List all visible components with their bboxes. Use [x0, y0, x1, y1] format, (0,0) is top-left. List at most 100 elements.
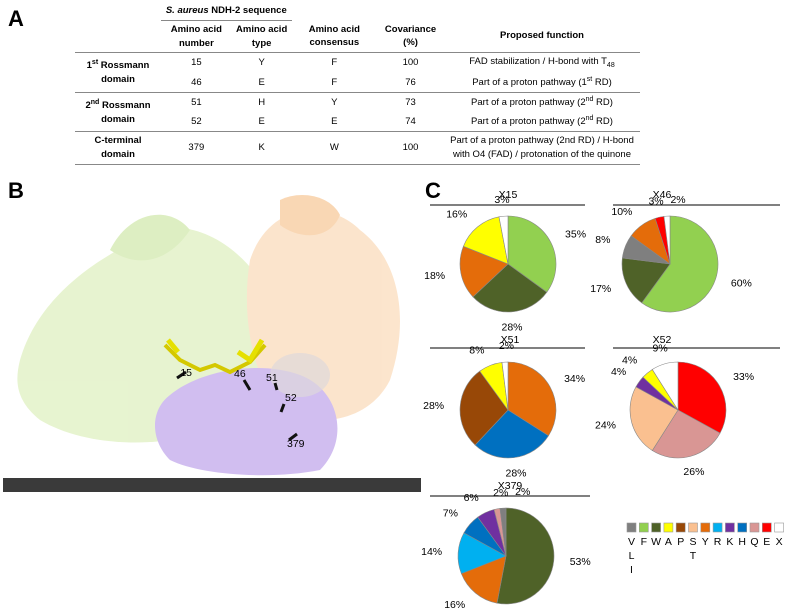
table-cell: 100 [402, 57, 419, 69]
group-label: 1st Rossmann domain [75, 53, 161, 93]
super-header-row: S. aureus NDH-2 sequence [75, 2, 640, 21]
legend-swatch [626, 522, 637, 533]
pie-title: X379 [498, 480, 523, 492]
table-cell: H [258, 96, 266, 108]
structure-label: 52 [285, 392, 297, 404]
pie-label: 6% [464, 492, 479, 504]
residue-marker [288, 432, 298, 442]
table-cell: E [331, 115, 338, 127]
legend-label: L [629, 550, 635, 562]
structure-label: 51 [266, 372, 278, 384]
text-part: RD) [593, 97, 613, 109]
column-header: Amino acid type [231, 20, 292, 54]
pie-label: 2% [493, 487, 508, 499]
function-cell: Part of a proton pathway (2nd RD) [444, 112, 640, 131]
pie-label: 53% [570, 556, 591, 568]
protein-structure [17, 195, 400, 476]
pie-label: 2% [499, 340, 514, 352]
pie-slice [507, 215, 557, 293]
residue-marker [176, 370, 187, 380]
table-cell: E [258, 115, 265, 127]
legend-label: F [641, 536, 647, 548]
pie-slice [651, 361, 679, 412]
column-header: Covariance (%) [377, 20, 444, 54]
pie-slice [501, 361, 509, 411]
residue-marker [242, 379, 252, 391]
pie-slice [459, 245, 509, 298]
table-cell: 73 [405, 96, 416, 108]
text-part: Rossmann domain [99, 99, 151, 125]
panel-label: B [8, 178, 24, 203]
legend-label: W [651, 536, 661, 548]
pie-label: 34% [564, 373, 585, 385]
pocket [270, 353, 330, 397]
legend-swatch [663, 522, 674, 533]
pie-label: 4% [622, 354, 637, 366]
table-cell: 46 [191, 76, 202, 88]
panel-label: C [425, 178, 441, 203]
column-header: Amino acid number [161, 20, 232, 54]
pie-slice [462, 216, 509, 265]
pie-label: 16% [444, 599, 465, 610]
legend-swatch [749, 522, 760, 533]
structure-label: 379 [287, 438, 305, 450]
legend-label: S [689, 536, 696, 548]
pie-slice [460, 555, 507, 604]
legend-label: X [776, 536, 783, 548]
table-cell: 74 [405, 115, 416, 127]
text-part: NDH-2 sequence [208, 5, 287, 16]
structure-label: 15 [180, 367, 192, 379]
pie-title: X15 [499, 189, 518, 201]
function-cell: Part of a proton pathway (1st RD) [444, 73, 640, 92]
text-part: Rossmann domain [98, 60, 150, 86]
panel-label: A [8, 6, 24, 31]
super-header: S. aureus NDH-2 sequence [161, 2, 292, 21]
pie-label: 3% [648, 195, 663, 207]
pie-label: 9% [653, 342, 668, 354]
table-cell: 15 [191, 57, 202, 69]
pie-title: X46 [653, 189, 672, 201]
text-part: 2 [85, 99, 91, 111]
legend-label: A [665, 536, 672, 548]
table-cell: Y [331, 96, 338, 108]
legend-label: K [726, 536, 733, 548]
pie-title: X52 [653, 334, 672, 346]
pie-label: 2% [670, 194, 685, 206]
pie-label: 60% [731, 278, 752, 290]
pie-slice [629, 386, 679, 451]
pie-label: 4% [611, 366, 626, 378]
pie-slice [474, 409, 549, 459]
table-cell: F [331, 76, 338, 88]
pie-label: 28% [502, 322, 523, 334]
table-cell: 51 [191, 96, 202, 108]
table-row: 52 E E 74 Part of a proton pathway (2nd RD) [75, 112, 640, 131]
table-cell: Y [258, 57, 265, 69]
table-row: 46 E F 76 Part of a proton pathway (1st RD) [75, 73, 640, 92]
pie-label: 26% [683, 466, 704, 478]
pie-slice [663, 215, 671, 265]
structure-label: 46 [234, 368, 246, 380]
column-header: Amino acid consensus [291, 20, 378, 54]
table-row: C-terminal domain 379 K W 100 Part of a proto… [75, 131, 640, 165]
loop [280, 195, 340, 236]
pie-label: 7% [443, 507, 458, 519]
pie-label: 24% [595, 420, 616, 432]
pie-label: 28% [506, 467, 527, 479]
pie-slice [496, 507, 555, 605]
table-cell: 52 [191, 115, 202, 127]
pie-label: 14% [421, 546, 442, 558]
group-label: 2nd Rossmann domain [75, 93, 161, 132]
text-part: C-terminal domain [94, 135, 142, 160]
text-part: nd [585, 115, 594, 123]
pie-slice [499, 507, 507, 557]
legend-swatch [638, 522, 649, 533]
pie-label: 33% [733, 371, 754, 383]
legend-swatch [700, 522, 711, 533]
pie-label: 16% [446, 208, 467, 220]
legend-swatch [712, 522, 723, 533]
pie-label: 35% [565, 229, 586, 241]
legend-label: Q [750, 536, 758, 548]
fad-ring [166, 338, 265, 364]
